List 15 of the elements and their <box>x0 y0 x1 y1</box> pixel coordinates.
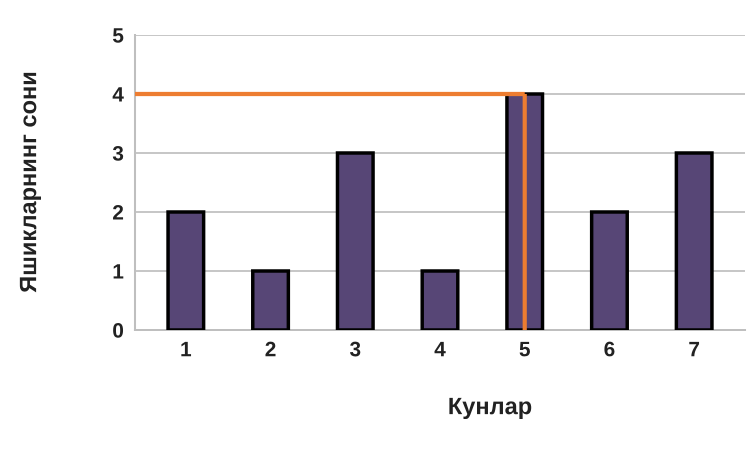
x-axis-title: Кунлар <box>449 398 532 420</box>
y-tick-label: 0 <box>113 323 124 338</box>
y-tick-label: 5 <box>112 28 124 43</box>
x-tick-label: 1 <box>181 342 192 356</box>
y-tick-label: 3 <box>112 146 124 161</box>
x-tick-label: 7 <box>689 342 700 356</box>
y-tick-label: 2 <box>113 205 124 220</box>
x-tick-label: 2 <box>265 342 276 356</box>
y-tick-label: 4 <box>112 87 124 102</box>
x-tick-label: 4 <box>434 342 446 356</box>
x-tick-label: 6 <box>604 342 614 356</box>
x-tick-label: 3 <box>350 342 360 356</box>
y-axis-title: Яшикларнинг сони <box>20 72 42 292</box>
y-tick-label: 1 <box>114 264 124 279</box>
x-tick-label: 5 <box>520 342 530 356</box>
